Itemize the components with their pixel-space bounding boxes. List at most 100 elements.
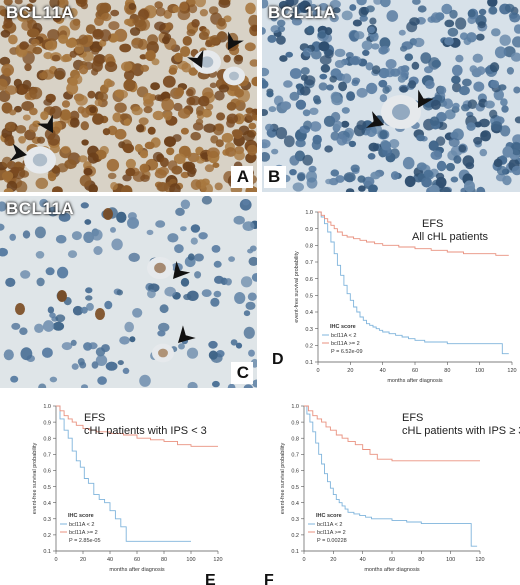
nucleus <box>336 134 348 146</box>
nucleus <box>408 80 417 89</box>
nucleus <box>180 46 191 57</box>
nucleus <box>388 139 400 149</box>
nucleus <box>510 52 520 62</box>
nucleus <box>424 80 435 89</box>
nucleus <box>19 327 28 335</box>
arrowhead-icon <box>418 89 434 108</box>
nucleus <box>243 326 255 339</box>
x-tick-label: 80 <box>161 557 167 563</box>
nucleus <box>78 155 88 163</box>
x-tick-label: 60 <box>412 368 418 374</box>
nucleus <box>350 164 360 173</box>
nucleus <box>252 379 257 388</box>
x-tick-label: 100 <box>475 368 484 374</box>
nucleus <box>289 155 300 166</box>
nucleus <box>233 215 245 225</box>
nucleus <box>266 90 274 98</box>
y-tick-label: 0.3 <box>305 327 313 333</box>
nucleus <box>458 144 467 153</box>
arrowhead-icon <box>228 31 244 50</box>
nucleus <box>437 85 447 95</box>
nucleus <box>464 180 475 192</box>
rs-cell-nucleus <box>229 71 239 81</box>
nucleus <box>501 105 509 113</box>
nucleus <box>186 96 196 106</box>
nucleus <box>455 54 464 63</box>
chart-title: EFS <box>402 412 423 424</box>
nucleus <box>412 0 421 5</box>
nucleus <box>25 3 34 12</box>
nucleus <box>506 67 514 75</box>
nucleus <box>181 62 192 73</box>
nucleus <box>356 0 367 6</box>
nucleus <box>69 19 81 31</box>
nucleus <box>300 67 310 75</box>
nucleus <box>97 92 109 102</box>
nucleus <box>81 306 88 314</box>
nucleus <box>82 51 94 62</box>
nucleus <box>217 31 226 40</box>
panel-letter: F <box>264 572 274 585</box>
nucleus <box>242 130 256 142</box>
nucleus <box>214 275 224 284</box>
nucleus <box>139 374 151 387</box>
rs-cell-nucleus <box>154 262 166 274</box>
nucleus <box>125 167 136 177</box>
nucleus <box>207 147 220 158</box>
nucleus <box>216 112 226 121</box>
nucleus <box>119 43 132 53</box>
nucleus <box>92 113 104 125</box>
nucleus <box>349 55 362 66</box>
nucleus <box>154 169 167 179</box>
nucleus <box>124 321 134 333</box>
nucleus <box>18 136 26 144</box>
nucleus <box>167 233 179 243</box>
nucleus <box>447 27 459 37</box>
nucleus <box>47 172 57 182</box>
nucleus <box>283 135 295 148</box>
nucleus <box>325 178 333 185</box>
nucleus <box>85 295 93 301</box>
nucleus <box>29 86 43 100</box>
nucleus <box>112 112 122 123</box>
nucleus <box>110 227 116 233</box>
arrowhead-icon <box>9 143 27 162</box>
nucleus <box>493 158 503 168</box>
nucleus <box>319 73 328 80</box>
nucleus <box>366 82 378 95</box>
nucleus <box>0 78 8 91</box>
nucleus <box>57 266 69 279</box>
nucleus <box>428 57 441 70</box>
nucleus <box>43 98 53 106</box>
nucleus <box>278 0 289 10</box>
nucleus <box>424 66 433 74</box>
nucleus <box>121 61 133 72</box>
nucleus <box>175 87 185 97</box>
nucleus <box>199 9 208 17</box>
nucleus <box>511 165 520 176</box>
nucleus <box>275 127 288 140</box>
nucleus <box>467 99 478 109</box>
nucleus <box>340 120 350 128</box>
nucleus <box>333 120 343 129</box>
nucleus <box>0 29 11 38</box>
nucleus <box>381 140 392 151</box>
nucleus <box>249 59 257 67</box>
nucleus <box>208 340 218 349</box>
panel-a-letter: A <box>236 167 249 186</box>
nucleus <box>444 37 454 46</box>
nucleus <box>489 62 500 73</box>
y-tick-label: 0.5 <box>305 294 313 300</box>
y-tick-label: 0.9 <box>43 420 51 426</box>
nucleus <box>498 84 507 91</box>
nucleus <box>91 229 103 241</box>
nucleus <box>513 86 520 94</box>
nucleus <box>309 121 322 132</box>
nucleus <box>213 290 222 298</box>
nucleus <box>131 106 143 116</box>
nucleus <box>49 0 60 9</box>
nucleus <box>177 9 191 21</box>
y-tick-label: 0.8 <box>305 244 313 250</box>
nucleus <box>125 158 136 169</box>
nucleus <box>35 177 49 189</box>
